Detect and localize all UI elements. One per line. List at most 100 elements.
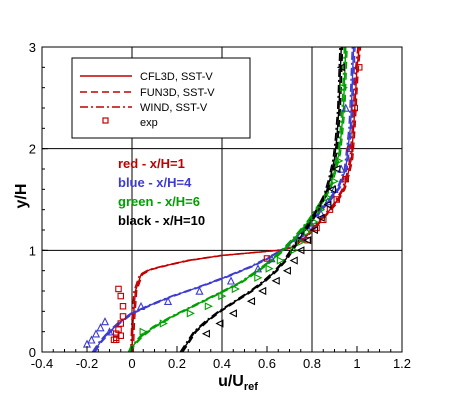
exp-point: [316, 209, 326, 218]
exp-point: [91, 329, 101, 338]
exp-point: [317, 205, 326, 214]
exp-point: [309, 225, 318, 235]
exp-point: [351, 104, 358, 112]
exp-point: [113, 336, 120, 344]
annotation-green: green - x/H=6: [118, 194, 200, 209]
exp-point: [289, 256, 298, 265]
series-line: [180, 46, 342, 353]
series-line: [93, 46, 355, 353]
exp-point: [100, 317, 110, 326]
x-tick-label: -0.2: [76, 356, 98, 371]
exp-point: [313, 224, 320, 232]
series-markers: [82, 63, 363, 348]
exp-point: [327, 185, 336, 194]
exp-point: [296, 238, 306, 247]
exp-point: [330, 177, 339, 186]
legend: CFL3D, SST-V FUN3D, SST-V WIND, SST-V ex…: [71, 57, 251, 139]
exp-point: [355, 64, 363, 71]
exp-point: [339, 83, 348, 92]
x-tick-label: -0.4: [31, 356, 53, 371]
exp-point: [231, 284, 240, 294]
exp-point: [87, 335, 96, 344]
annotation-red: red - x/H=1: [118, 156, 185, 171]
exp-point: [218, 292, 227, 301]
x-axis-title-sub: ref: [244, 381, 258, 393]
y-tick-label: 3: [29, 40, 36, 55]
exp-point: [117, 292, 125, 300]
annotation-blue: blue - x/H=4: [118, 175, 192, 190]
exp-point: [346, 145, 354, 152]
legend-marker: [102, 117, 109, 124]
exp-point: [117, 332, 125, 339]
exp-point: [254, 273, 263, 282]
exp-point: [267, 254, 276, 263]
exp-point: [323, 200, 332, 209]
exp-point: [316, 213, 325, 222]
series-line: [127, 46, 346, 353]
axis-ticks: -0.4 -0.2 0 0.2 0.4 0.6 0.8 1 1.2 0 1 2 3: [29, 40, 411, 371]
legend-label: exp: [140, 117, 158, 129]
series-line: [182, 46, 344, 353]
exp-point: [342, 175, 349, 183]
exp-point: [228, 309, 237, 318]
y-tick-label: 0: [29, 345, 36, 360]
x-axis-title-main: u/U: [218, 373, 244, 390]
exp-point: [265, 264, 274, 273]
exp-point: [335, 156, 344, 165]
exp-point: [119, 313, 127, 320]
exp-point: [105, 327, 114, 336]
exp-point: [204, 302, 213, 311]
exp-point: [159, 319, 168, 328]
exp-point: [303, 227, 312, 237]
exp-point: [276, 256, 285, 265]
exp-point: [115, 285, 122, 293]
exp-point: [323, 197, 332, 206]
legend-label: WIND, SST-V: [140, 102, 208, 114]
exp-point: [290, 246, 299, 255]
series-line: [131, 46, 360, 353]
x-tick-label: 0: [128, 356, 135, 371]
exp-point: [163, 296, 173, 305]
exp-point: [324, 193, 333, 202]
exp-point: [332, 164, 341, 174]
x-tick-label: 1.2: [393, 356, 411, 371]
exp-point: [258, 286, 267, 296]
legend-label: CFL3D, SST-V: [140, 71, 213, 83]
x-tick-label: 0.6: [258, 356, 276, 371]
x-axis-title: u/Uref: [218, 373, 258, 393]
x-tick-label: 0.2: [168, 356, 186, 371]
exp-point: [139, 327, 148, 336]
exp-point: [117, 320, 125, 327]
exp-point: [96, 323, 105, 332]
series-line: [130, 46, 348, 353]
x-tick-label: 0.8: [303, 356, 321, 371]
exp-point: [246, 297, 256, 306]
x-tick-label: 0.4: [213, 356, 231, 371]
x-tick-label: 1: [353, 356, 360, 371]
exp-point: [186, 309, 195, 318]
exp-point: [271, 276, 280, 285]
exp-point: [341, 103, 350, 112]
exp-point: [296, 246, 305, 255]
y-tick-label: 1: [29, 243, 36, 258]
exp-point: [201, 329, 210, 338]
exp-point: [282, 266, 291, 275]
exp-point: [310, 217, 319, 226]
y-axis-title: y/H: [13, 184, 30, 209]
exp-point: [115, 326, 122, 333]
legend-box: [71, 57, 251, 139]
exp-point: [336, 63, 345, 72]
exp-point: [226, 276, 236, 285]
exp-point: [333, 196, 340, 203]
exp-point: [253, 264, 263, 273]
exp-point: [136, 301, 146, 310]
exp-point: [119, 302, 127, 310]
exp-point: [195, 286, 204, 295]
annotation-black: black - x/H=10: [118, 213, 205, 228]
legend-label: FUN3D, SST-V: [140, 87, 215, 99]
exp-point: [303, 236, 312, 245]
series-line: [94, 46, 356, 353]
y-tick-label: 2: [29, 142, 36, 157]
series-curves: [91, 46, 362, 353]
